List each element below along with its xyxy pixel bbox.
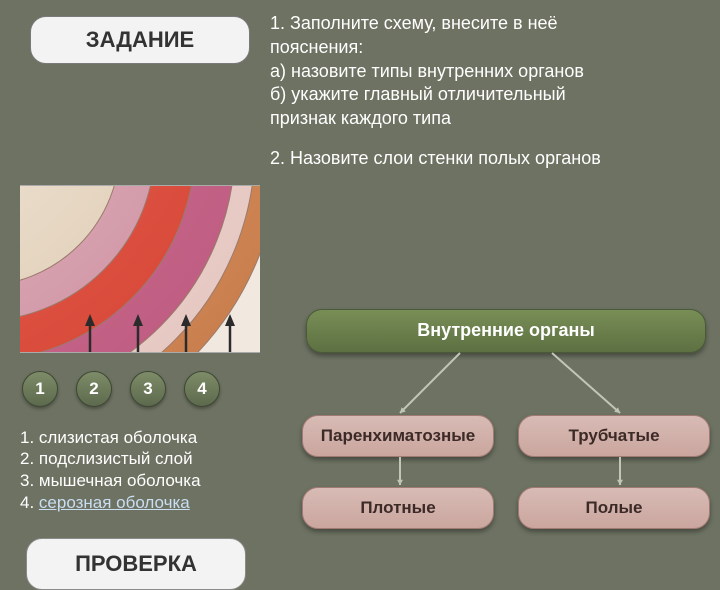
q1-a: а) назовите типы внутренних органов	[270, 60, 700, 84]
q1-line2: пояснения:	[270, 36, 700, 60]
chart-node-label: Полые	[586, 498, 643, 518]
num-circle-4: 4	[184, 371, 220, 407]
chart-node-label: Трубчатые	[568, 426, 659, 446]
answer-4-link[interactable]: серозная оболочка	[39, 493, 190, 512]
answer-1: 1. слизистая оболочка	[20, 427, 290, 449]
instructions: 1. Заполните схему, внесите в неё поясне…	[270, 12, 700, 171]
chart-node-label: Плотные	[360, 498, 435, 518]
q1-line1: 1. Заполните схему, внесите в неё	[270, 12, 700, 36]
num-circle-2: 2	[76, 371, 112, 407]
check-label: ПРОВЕРКА	[75, 551, 197, 576]
org-chart: Внутренние органы Паренхиматозные Трубча…	[300, 309, 710, 529]
task-title: ЗАДАНИЕ	[86, 27, 194, 52]
q2: 2. Назовите слои стенки полых органов	[270, 147, 700, 171]
answer-list: 1. слизистая оболочка 2. подслизистый сл…	[20, 427, 290, 514]
chart-node-label: Паренхиматозные	[321, 426, 475, 446]
number-labels-row: 1 2 3 4	[22, 371, 290, 407]
chart-root-label: Внутренние органы	[417, 320, 595, 341]
chart-node-hollow: Полые	[518, 487, 710, 529]
answer-4: 4. серозная оболочка	[20, 492, 290, 514]
layers-diagram	[20, 185, 260, 353]
chart-node-dense: Плотные	[302, 487, 494, 529]
num-circle-1: 1	[22, 371, 58, 407]
q1-b2: признак каждого типа	[270, 107, 700, 131]
chart-root: Внутренние органы	[306, 309, 706, 353]
q1-b: б) укажите главный отличительный	[270, 83, 700, 107]
answer-4-pre: 4.	[20, 493, 39, 512]
check-button[interactable]: ПРОВЕРКА	[26, 538, 246, 590]
num-circle-3: 3	[130, 371, 166, 407]
answer-3: 3. мышечная оболочка	[20, 470, 290, 492]
chart-node-parenchymatous: Паренхиматозные	[302, 415, 494, 457]
chart-node-tubular: Трубчатые	[518, 415, 710, 457]
answer-2: 2. подслизистый слой	[20, 448, 290, 470]
task-title-box: ЗАДАНИЕ	[30, 16, 250, 64]
